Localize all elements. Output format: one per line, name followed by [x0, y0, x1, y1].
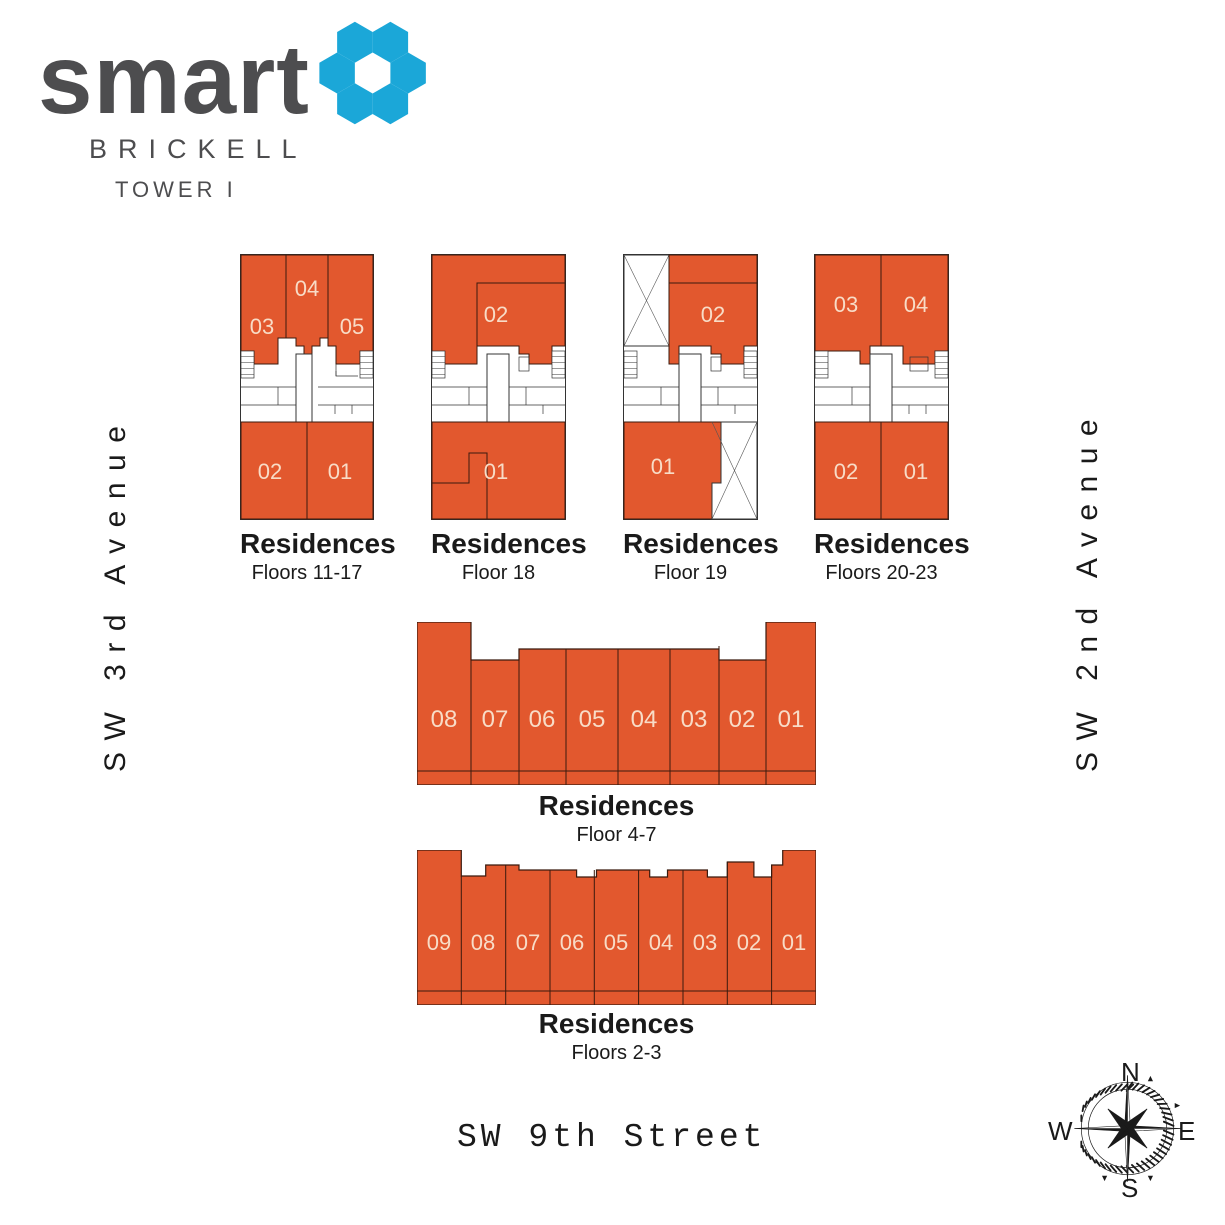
svg-text:08: 08 — [431, 706, 458, 733]
svg-text:06: 06 — [529, 706, 556, 733]
svg-text:03: 03 — [250, 314, 274, 339]
svg-text:02: 02 — [729, 706, 756, 733]
svg-text:07: 07 — [516, 930, 540, 955]
svg-text:04: 04 — [649, 930, 673, 955]
svg-text:08: 08 — [471, 930, 495, 955]
svg-text:03: 03 — [693, 930, 717, 955]
svg-text:04: 04 — [904, 292, 928, 317]
svg-text:01: 01 — [484, 459, 508, 484]
svg-text:04: 04 — [631, 706, 658, 733]
svg-text:01: 01 — [782, 930, 806, 955]
svg-text:01: 01 — [651, 454, 675, 479]
svg-text:06: 06 — [560, 930, 584, 955]
svg-text:09: 09 — [427, 930, 451, 955]
svg-text:05: 05 — [340, 314, 364, 339]
svg-text:05: 05 — [604, 930, 628, 955]
svg-text:01: 01 — [904, 459, 928, 484]
svg-text:04: 04 — [295, 276, 319, 301]
svg-text:03: 03 — [834, 292, 858, 317]
svg-text:03: 03 — [681, 706, 708, 733]
svg-text:02: 02 — [701, 302, 725, 327]
svg-text:01: 01 — [778, 706, 805, 733]
svg-text:02: 02 — [484, 302, 508, 327]
svg-text:02: 02 — [258, 459, 282, 484]
svg-text:02: 02 — [834, 459, 858, 484]
svg-text:05: 05 — [579, 706, 606, 733]
svg-text:01: 01 — [328, 459, 352, 484]
svg-text:02: 02 — [737, 930, 761, 955]
svg-text:07: 07 — [482, 706, 509, 733]
